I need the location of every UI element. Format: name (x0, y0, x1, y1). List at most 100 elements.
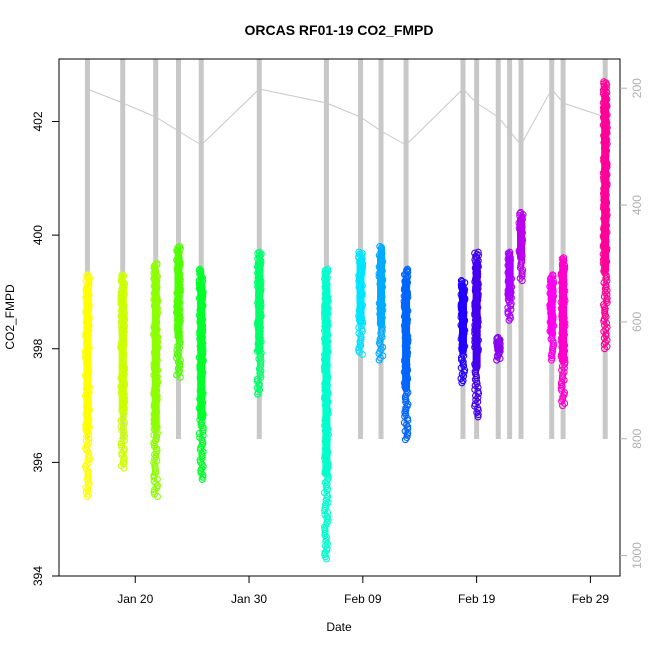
data-point (474, 411, 482, 419)
x-tick-label: Feb 19 (458, 592, 496, 606)
data-point (401, 436, 409, 444)
altitude-trace-segment (497, 116, 511, 132)
data-point (458, 379, 466, 387)
data-point (253, 375, 261, 383)
altitude-trace-segment (122, 102, 156, 118)
right-axis: 200 400 600 800 1000 (620, 78, 644, 569)
data-point (120, 464, 128, 472)
data-point (173, 371, 181, 379)
data-point (198, 475, 206, 483)
altitude-trace-segment (155, 116, 179, 132)
altitude-trace-segment (326, 102, 361, 118)
series-flight (457, 277, 469, 387)
data-point (198, 452, 206, 460)
data-point-cluster (494, 338, 503, 354)
data-point (516, 264, 524, 272)
altitude-profile (323, 59, 329, 439)
data-point (561, 399, 569, 407)
data-point (472, 392, 480, 400)
data-point-cluster (517, 215, 525, 262)
data-point (493, 356, 501, 364)
data-point (199, 427, 207, 436)
series-flight (375, 242, 387, 364)
series-flight (471, 248, 483, 421)
series-flight (515, 208, 527, 285)
data-point (82, 484, 90, 492)
y-tick-label: 402 (31, 111, 45, 131)
data-point (518, 272, 526, 280)
altitude-trace-segment (462, 88, 477, 104)
series-flight (546, 271, 558, 364)
right-tick-label: 600 (630, 312, 644, 332)
series-flight (253, 248, 265, 398)
plot-frame (58, 58, 621, 577)
data-point (547, 356, 556, 364)
altitude-trace-segment (360, 116, 382, 132)
altitude-profile (460, 59, 466, 439)
series-flight (599, 78, 611, 353)
x-tick-label: Feb 09 (344, 592, 382, 606)
altitude-profile (549, 59, 555, 439)
data-point (85, 438, 93, 447)
altitude-profile (403, 59, 409, 439)
data-point (175, 340, 184, 348)
right-tick-label: 200 (630, 78, 644, 98)
altitude-profile (153, 59, 159, 439)
data-point-cluster (377, 252, 386, 329)
data-point-cluster (472, 260, 481, 371)
data-point (378, 333, 386, 341)
x-tick-label: Jan 30 (231, 592, 267, 606)
data-point (403, 402, 411, 410)
data-point (460, 368, 468, 376)
series-flight (117, 271, 129, 472)
data-point (320, 275, 329, 283)
data-point (173, 354, 181, 362)
data-point (518, 268, 526, 276)
series-flight (195, 265, 207, 483)
altitude-trace-segment (509, 130, 522, 146)
right-tick-label: 1000 (630, 542, 644, 569)
data-point-cluster (505, 255, 514, 302)
data-point-cluster (197, 279, 206, 421)
altitude-profile (358, 59, 364, 439)
data-point (84, 271, 92, 279)
data-point (84, 482, 92, 490)
altitude-trace-segment (200, 88, 260, 146)
data-point (175, 348, 183, 356)
data-point (496, 354, 504, 363)
data-point (199, 471, 207, 479)
data-point (83, 492, 91, 501)
data-point-cluster (322, 283, 331, 478)
altitude-trace-segment (405, 88, 464, 146)
data-point (85, 459, 93, 467)
x-tick-label: Jan 20 (117, 592, 153, 606)
data-point (118, 451, 126, 459)
data-point (119, 460, 128, 468)
data-point (403, 265, 412, 273)
series-flight (172, 242, 184, 381)
altitude-trace-segment (178, 130, 202, 146)
series-flight (150, 259, 162, 501)
data-point (474, 394, 482, 402)
data-point (548, 345, 557, 353)
right-tick-label: 400 (630, 195, 644, 215)
data-point (602, 332, 610, 340)
altitude-trace-segment (562, 102, 606, 118)
right-tick-label: 800 (630, 428, 644, 448)
data-point (473, 379, 481, 388)
data-point-cluster (559, 265, 568, 365)
x-axis: Jan 20 Jan 30 Feb 09 Feb 19 Feb 29 (117, 576, 609, 606)
series-flight (320, 265, 332, 563)
y-axis: 394 396 398 400 402 (31, 111, 59, 586)
data-point (153, 492, 161, 501)
data-point (457, 374, 465, 383)
altitude-trace-segment (476, 102, 499, 118)
data-point (603, 287, 611, 295)
altitude-trace-segment (259, 88, 327, 104)
y-tick-label: 394 (31, 566, 45, 586)
series-flight (400, 265, 412, 444)
chart-title: ORCAS RF01-19 CO2_FMPD (244, 22, 433, 38)
data-point (118, 426, 126, 435)
data-point (83, 446, 91, 454)
